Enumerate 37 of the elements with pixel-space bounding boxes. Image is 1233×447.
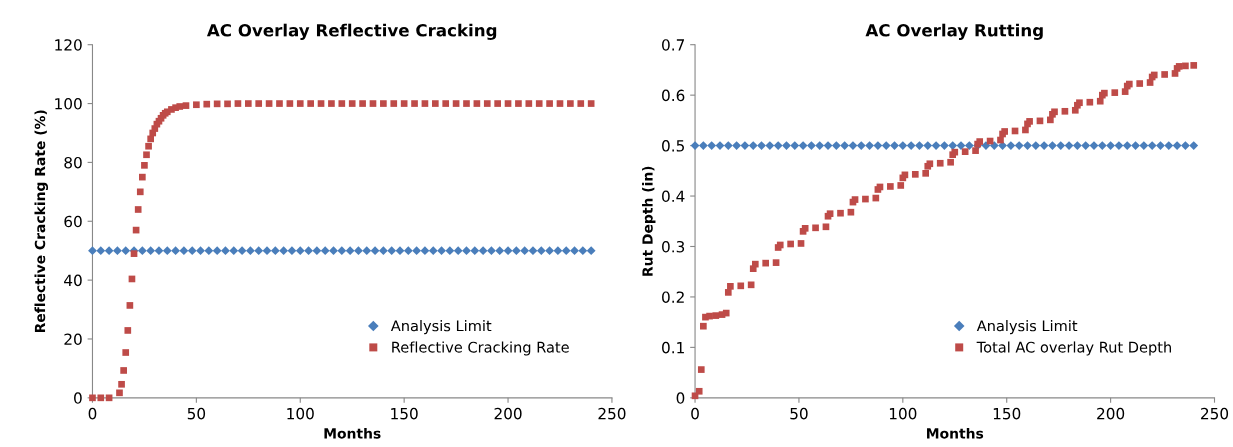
x-axis-title: Months bbox=[324, 427, 381, 439]
y-tick-label: 0.6 bbox=[662, 89, 685, 102]
y-tick-label: 0.1 bbox=[662, 341, 684, 354]
legend-label: Analysis Limit bbox=[390, 320, 492, 335]
legend-label: Total AC overlay Rut Depth bbox=[976, 341, 1171, 356]
x-axis-title: Months bbox=[927, 427, 984, 439]
chart-title: AC Overlay Reflective Cracking bbox=[206, 23, 497, 40]
y-tick-label: 100 bbox=[55, 98, 82, 110]
legend-label: Reflective Cracking Rate bbox=[392, 341, 569, 356]
x-tick-label: 100 bbox=[889, 407, 917, 420]
y-tick-label: 0 bbox=[676, 392, 685, 404]
x-tick-label: 250 bbox=[1201, 407, 1229, 420]
x-tick-label: 250 bbox=[598, 407, 626, 420]
y-tick-label: 0.2 bbox=[662, 291, 684, 303]
y-tick-label: 0.4 bbox=[662, 190, 685, 203]
y-axis-title: Reflective Cracking Rate (%) bbox=[34, 110, 49, 333]
x-tick-label: 50 bbox=[790, 407, 808, 420]
y-axis-title: Rut Depth (in) bbox=[642, 166, 656, 276]
y-tick-label: 0.5 bbox=[662, 140, 684, 152]
y-tick-label: 60 bbox=[64, 215, 82, 228]
x-tick-label: 200 bbox=[494, 407, 522, 420]
y-tick-label: 40 bbox=[64, 274, 82, 287]
y-tick-label: 20 bbox=[64, 333, 82, 345]
y-tick-label: 80 bbox=[64, 156, 82, 169]
y-tick-label: 120 bbox=[55, 39, 82, 51]
x-tick-label: 150 bbox=[391, 407, 418, 420]
x-tick-label: 0 bbox=[691, 407, 699, 420]
x-tick-label: 150 bbox=[993, 407, 1021, 420]
x-tick-label: 100 bbox=[287, 407, 314, 420]
legend-label: Analysis Limit bbox=[976, 320, 1078, 335]
y-tick-label: 0.3 bbox=[662, 240, 685, 253]
y-tick-label: 0 bbox=[74, 392, 82, 404]
chart-title: AC Overlay Rutting bbox=[865, 23, 1043, 40]
x-tick-label: 0 bbox=[88, 407, 97, 420]
x-tick-label: 50 bbox=[187, 407, 206, 420]
x-tick-label: 200 bbox=[1097, 407, 1125, 420]
y-tick-label: 0.7 bbox=[662, 39, 685, 51]
